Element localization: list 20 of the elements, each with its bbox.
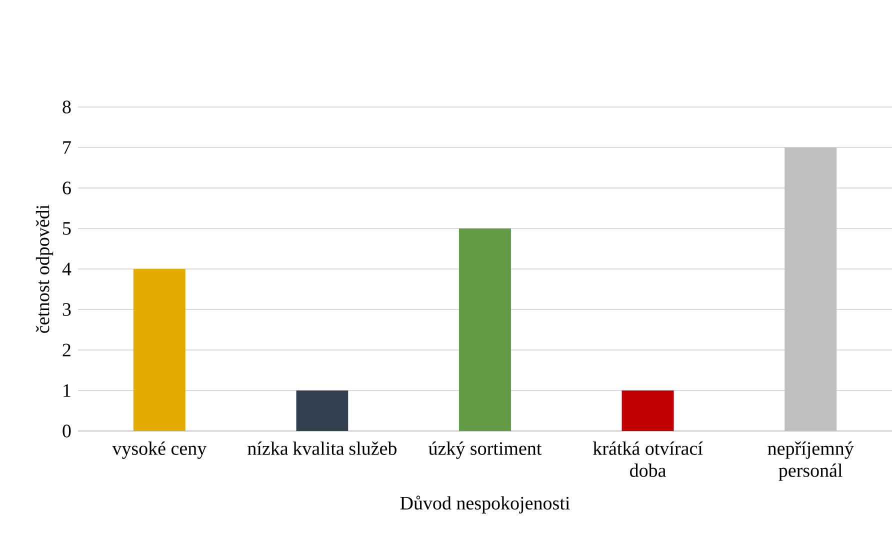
- x-tick-label: krátká otvírací doba: [593, 442, 703, 477]
- bar: [133, 268, 186, 431]
- y-tick-label: 4: [62, 262, 72, 276]
- x-tick-label: úzký sortiment: [428, 442, 542, 459]
- bar: [296, 390, 348, 431]
- bar: [459, 228, 511, 431]
- y-tick-label: 7: [63, 141, 71, 154]
- x-tick-label: vysoké ceny: [112, 442, 207, 459]
- y-tick-label: 0: [62, 424, 71, 438]
- y-tick-label: 2: [62, 344, 70, 356]
- x-tick-label: nepříjemný personál: [768, 442, 854, 481]
- y-tick-label: 5: [63, 222, 71, 235]
- bar: [622, 390, 674, 431]
- y-tick-label: 8: [62, 100, 71, 114]
- y-tick-label: 6: [62, 182, 71, 194]
- y-tick-label: 1: [64, 384, 70, 397]
- x-tick-label: nízka kvalita služeb: [248, 442, 396, 455]
- x-axis-title: Důvod nespokojenosti: [400, 496, 570, 514]
- y-tick-label: 3: [62, 303, 71, 316]
- y-axis-title: četnost odpovědi: [36, 204, 54, 333]
